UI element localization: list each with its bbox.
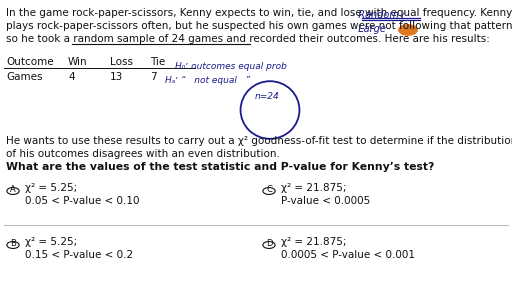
Text: Tie: Tie	[150, 57, 165, 67]
Text: He wants to use these results to carry out a χ² goodness-of-fit test to determin: He wants to use these results to carry o…	[6, 136, 512, 146]
Text: 13: 13	[110, 72, 123, 82]
Text: D: D	[266, 239, 272, 248]
Text: χ² = 21.875;: χ² = 21.875;	[281, 237, 347, 247]
Text: χ² = 5.25;: χ² = 5.25;	[25, 183, 77, 193]
Text: χ² = 21.875;: χ² = 21.875;	[281, 183, 347, 193]
Text: 0.15 < P-value < 0.2: 0.15 < P-value < 0.2	[25, 250, 133, 260]
Text: Games: Games	[6, 72, 42, 82]
Text: n=24: n=24	[255, 92, 280, 101]
Text: of his outcomes disagrees with an even distribution.: of his outcomes disagrees with an even d…	[6, 149, 280, 159]
Text: B: B	[10, 239, 16, 248]
Text: A: A	[10, 185, 16, 194]
Text: C: C	[266, 185, 272, 194]
Text: H₀ʼ outcomes equal prob: H₀ʼ outcomes equal prob	[175, 62, 287, 71]
Text: In the game rock-paper-scissors, Kenny expects to win, tie, and lose with equal : In the game rock-paper-scissors, Kenny e…	[6, 8, 512, 18]
Text: Win: Win	[68, 57, 88, 67]
Text: · Random✓: · Random✓	[352, 10, 407, 20]
Text: so he took a random sample of 24 games and recorded their outcomes. Here are his: so he took a random sample of 24 games a…	[6, 34, 490, 44]
Text: 7: 7	[150, 72, 157, 82]
Text: P-value < 0.0005: P-value < 0.0005	[281, 196, 370, 206]
Text: Hₐʼ “   not equal   ”: Hₐʼ “ not equal ”	[165, 76, 250, 85]
Text: plays rock-paper-scissors often, but he suspected his own games were not followi: plays rock-paper-scissors often, but he …	[6, 21, 512, 31]
Circle shape	[399, 25, 417, 35]
Text: 4: 4	[68, 72, 75, 82]
Text: χ² = 5.25;: χ² = 5.25;	[25, 237, 77, 247]
Text: 0.0005 < P-value < 0.001: 0.0005 < P-value < 0.001	[281, 250, 415, 260]
Text: What are the values of the test statistic and P-value for Kenny’s test?: What are the values of the test statisti…	[6, 162, 434, 172]
Text: Outcome: Outcome	[6, 57, 54, 67]
Text: Loss: Loss	[110, 57, 133, 67]
Text: 0.05 < P-value < 0.10: 0.05 < P-value < 0.10	[25, 196, 139, 206]
Text: · Large: · Large	[352, 24, 386, 34]
